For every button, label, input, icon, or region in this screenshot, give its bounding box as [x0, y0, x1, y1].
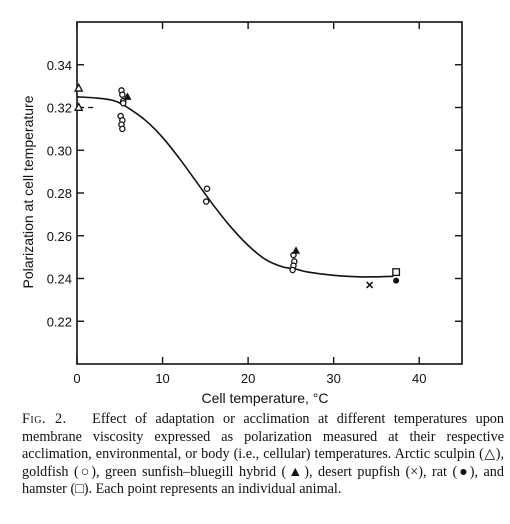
y-tick-label: 0.26 [47, 229, 72, 244]
y-tick-label: 0.22 [47, 314, 72, 329]
y-axis-label: Polarization at cell temperature [20, 95, 36, 288]
data-point-circle-open [119, 99, 127, 107]
y-tick-label: 0.34 [47, 58, 72, 73]
y-tick-label: 0.30 [47, 143, 72, 158]
data-point-circle-open [119, 125, 126, 133]
data-point-triangle-filled [292, 246, 301, 254]
y-axis: 0.22 0.24 0.26 0.28 0.30 0.32 0.34 [47, 58, 462, 329]
plot-frame [76, 21, 463, 365]
y-tick-label: 0.28 [47, 186, 72, 201]
plot-border [76, 21, 463, 365]
data-point-circle-open [119, 91, 126, 98]
data-point-cross [366, 281, 374, 289]
x-tick-label: 40 [412, 371, 426, 386]
data-points [74, 82, 401, 289]
x-axis-label: Cell temperature, °C [202, 390, 329, 406]
data-point-square-open [392, 268, 401, 277]
caption-text: Effect of adaptation or acclimation at d… [22, 411, 504, 498]
x-axis: 0 10 20 30 40 [73, 22, 426, 386]
y-tick-label: 0.24 [47, 272, 72, 287]
data-point-circle-open [203, 185, 211, 192]
data-point-circle-open [289, 266, 296, 274]
data-point-circle-filled [393, 277, 400, 284]
figure-label: Fig. 2. [22, 411, 67, 427]
data-point-triangle-open [74, 82, 84, 92]
data-point-triangle-open [74, 102, 84, 111]
x-tick-label: 20 [241, 371, 255, 386]
figure-caption: Fig. 2. Effect of adaptation or acclimat… [22, 411, 504, 499]
x-tick-label: 30 [326, 371, 340, 386]
x-tick-label: 0 [73, 371, 80, 386]
scatter-plot: 0 10 20 30 40 0.22 0.24 0.26 0.28 0.30 0.32 0.34 C… [20, 21, 463, 406]
y-tick-label: 0.32 [47, 101, 72, 116]
data-point-circle-open [202, 198, 210, 205]
data-point-triangle-filled [123, 92, 132, 100]
x-tick-label: 10 [155, 371, 169, 386]
